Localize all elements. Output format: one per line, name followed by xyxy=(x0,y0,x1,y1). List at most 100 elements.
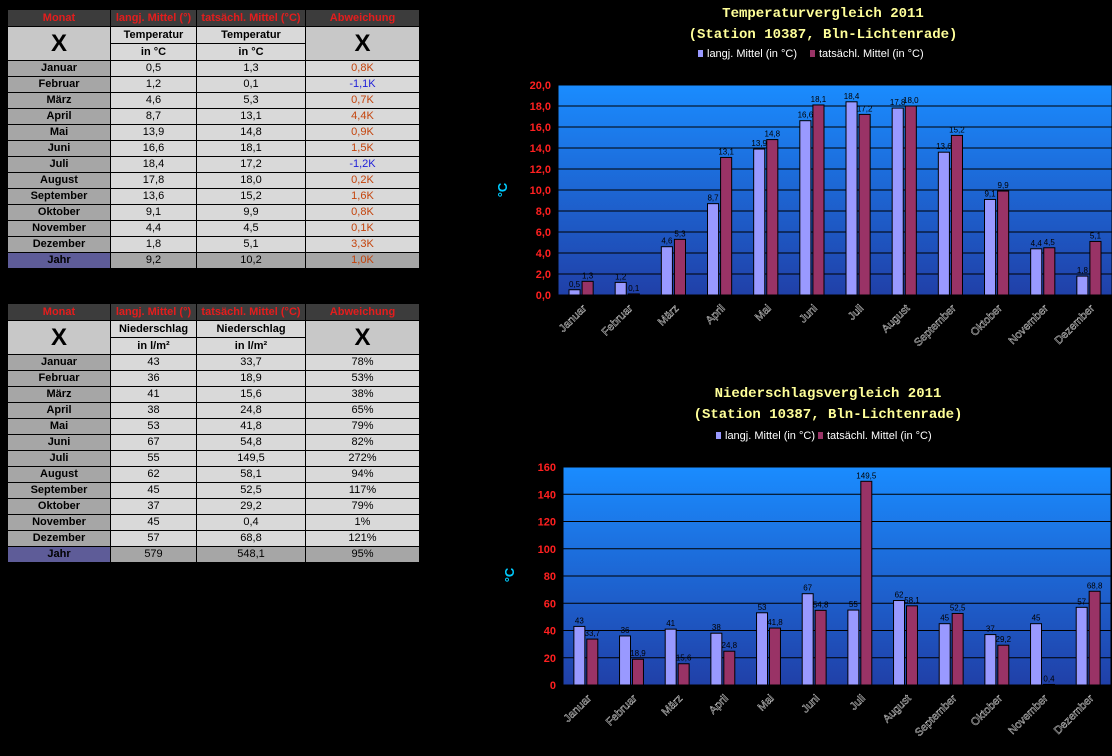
y-tick-label: 8,0 xyxy=(536,206,551,218)
x-symbol: X xyxy=(305,320,420,355)
data-label: 8,7 xyxy=(707,194,719,203)
bar xyxy=(720,156,733,296)
long-term-cell: 45 xyxy=(110,482,197,499)
x-tick-label: Oktober xyxy=(969,302,1005,338)
deviation-cell: 38% xyxy=(305,386,420,403)
month-cell: Februar xyxy=(7,76,111,93)
actual-cell: 68,8 xyxy=(196,530,306,547)
table-row: Mai 13,9 14,8 0,9K xyxy=(7,124,420,141)
data-label: 17,2 xyxy=(857,104,873,113)
data-label: 0,1 xyxy=(628,284,640,293)
month-cell: November xyxy=(7,514,111,531)
bar xyxy=(984,634,997,686)
x-tick-label: April xyxy=(704,303,728,327)
month-cell: Dezember xyxy=(7,236,111,253)
header-month: Monat xyxy=(7,9,111,27)
actual-cell: 54,8 xyxy=(196,434,306,451)
bar xyxy=(614,281,627,296)
year-long-term-value: 9,2 xyxy=(110,252,197,269)
long-term-cell: 1,8 xyxy=(110,236,197,253)
x-tick-label: Februar xyxy=(604,692,640,728)
legend-label-actual: tatsächl. Mittel (in °C) xyxy=(827,430,932,442)
long-term-cell: 17,8 xyxy=(110,172,197,189)
bar xyxy=(984,198,997,296)
actual-cell: 17,2 xyxy=(196,156,306,173)
x-tick-label: November xyxy=(1007,302,1052,347)
year-deviation: 95% xyxy=(305,546,420,563)
deviation-cell: 1,6K xyxy=(305,188,420,205)
data-label: 1,2 xyxy=(615,272,627,281)
y-tick-label: 160 xyxy=(538,462,556,474)
legend-label-long-term: langj. Mittel (in °C) xyxy=(707,48,797,60)
bar xyxy=(664,628,677,686)
long-term-cell: 1,2 xyxy=(110,76,197,93)
bar xyxy=(937,151,950,296)
x-tick-label: Februar xyxy=(600,302,636,338)
data-label: 0,4 xyxy=(1043,674,1055,683)
long-term-cell: 4,6 xyxy=(110,92,197,109)
y-tick-label: 10,0 xyxy=(530,185,551,197)
deviation-cell: 4,4K xyxy=(305,108,420,125)
bar xyxy=(753,148,766,296)
data-label: 18,1 xyxy=(811,95,827,104)
table-row: Februar 36 18,9 53% xyxy=(7,370,420,387)
bar xyxy=(906,605,918,686)
x-tick-label: Dezember xyxy=(1053,302,1098,347)
data-label: 45 xyxy=(1032,614,1041,623)
data-label: 58,1 xyxy=(904,596,920,605)
y-tick-label: 14,0 xyxy=(530,143,551,155)
bar xyxy=(847,609,860,686)
deviation-cell: 0,8K xyxy=(305,60,420,77)
data-label: 41 xyxy=(666,619,675,628)
data-label: 67 xyxy=(803,584,812,593)
legend: langj. Mittel (in °C) tatsächl. Mittel (… xyxy=(716,430,932,442)
long-term-cell: 16,6 xyxy=(110,140,197,157)
month-cell: November xyxy=(7,220,111,237)
month-cell: Juli xyxy=(7,156,111,173)
deviation-cell: 78% xyxy=(305,354,420,371)
y-tick-label: 80 xyxy=(544,571,556,583)
data-label: 9,9 xyxy=(998,181,1010,190)
legend-swatch-actual xyxy=(810,50,815,57)
sub-header-long-term-unit: in l/m² xyxy=(110,337,197,355)
y-tick-label: 16,0 xyxy=(530,122,551,134)
actual-cell: 58,1 xyxy=(196,466,306,483)
table-row: Juli 55 149,5 272% xyxy=(7,450,420,467)
bar xyxy=(860,480,873,686)
month-cell: März xyxy=(7,386,111,403)
header-actual-mean: tatsächl. Mittel (°C) xyxy=(196,9,306,27)
sub-header-long-term-unit: in °C xyxy=(110,43,197,61)
deviation-cell: 65% xyxy=(305,402,420,419)
bar xyxy=(723,650,736,686)
deviation-cell: 79% xyxy=(305,418,420,435)
deviation-cell: 0,7K xyxy=(305,92,420,109)
table-row: Juni 67 54,8 82% xyxy=(7,434,420,451)
bar xyxy=(858,113,871,296)
month-cell: September xyxy=(7,188,111,205)
x-tick-label: September xyxy=(912,302,959,349)
year-label: Jahr xyxy=(7,252,111,269)
table-row: März 4,6 5,3 0,7K xyxy=(7,92,420,109)
bar xyxy=(1089,240,1102,296)
table-row: August 17,8 18,0 0,2K xyxy=(7,172,420,189)
temperature-chart: Temperaturvergleich 2011 (Station 10387,… xyxy=(495,6,1112,349)
data-label: 13,1 xyxy=(718,147,734,156)
table-row: Juni 16,6 18,1 1,5K xyxy=(7,140,420,157)
bar xyxy=(581,280,594,296)
bar xyxy=(1076,275,1089,296)
x-tick-label: August xyxy=(880,303,913,336)
actual-cell: 24,8 xyxy=(196,402,306,419)
month-cell: Juni xyxy=(7,140,111,157)
x-tick-label: Juli xyxy=(846,303,866,323)
bar xyxy=(632,658,644,686)
actual-cell: 15,6 xyxy=(196,386,306,403)
header-month: Monat xyxy=(7,303,111,321)
month-cell: Januar xyxy=(7,60,111,77)
actual-cell: 33,7 xyxy=(196,354,306,371)
table-row: Oktober 9,1 9,9 0,8K xyxy=(7,204,420,221)
table-row: Januar 43 33,7 78% xyxy=(7,354,420,371)
data-label: 37 xyxy=(986,625,995,634)
deviation-cell: 121% xyxy=(305,530,420,547)
sub-header-actual-quantity: Niederschlag xyxy=(196,320,306,338)
long-term-cell: 36 xyxy=(110,370,197,387)
